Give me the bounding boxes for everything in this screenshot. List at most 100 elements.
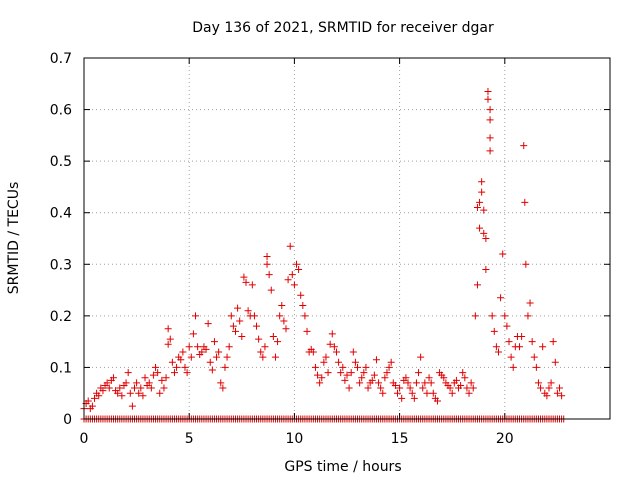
- data-point: [229, 322, 237, 330]
- data-point: [290, 281, 298, 289]
- data-point: [238, 332, 246, 340]
- data-point: [480, 229, 488, 237]
- data-point: [114, 389, 122, 397]
- data-point: [372, 356, 380, 364]
- data-point: [421, 379, 429, 387]
- data-point: [370, 371, 378, 379]
- data-point: [181, 363, 189, 371]
- data-point: [91, 394, 99, 402]
- data-point: [463, 384, 471, 392]
- data-points: [80, 88, 568, 423]
- data-point: [116, 384, 124, 392]
- data-point: [309, 348, 317, 356]
- data-point: [192, 312, 200, 320]
- data-point: [173, 363, 181, 371]
- data-point: [473, 204, 481, 212]
- data-point: [482, 265, 490, 273]
- data-point: [417, 353, 425, 361]
- y-tick-label: 0.2: [50, 309, 72, 325]
- data-point: [267, 286, 275, 294]
- data-point: [347, 369, 355, 377]
- data-point: [187, 353, 195, 361]
- data-point: [158, 376, 166, 384]
- data-point: [406, 384, 414, 392]
- data-point: [105, 384, 113, 392]
- data-point: [494, 348, 502, 356]
- data-point: [480, 206, 488, 214]
- y-tick-label: 0.1: [50, 360, 72, 376]
- data-point: [404, 379, 412, 387]
- data-point: [543, 392, 551, 400]
- data-point: [261, 343, 269, 351]
- data-point: [469, 384, 477, 392]
- data-point: [457, 381, 465, 389]
- data-point: [202, 345, 210, 353]
- data-point: [335, 358, 343, 366]
- data-point: [490, 327, 498, 335]
- data-point: [324, 369, 332, 377]
- data-point: [303, 327, 311, 335]
- data-point: [476, 198, 484, 206]
- data-point: [231, 327, 239, 335]
- data-point: [459, 369, 467, 377]
- data-point: [387, 358, 395, 366]
- data-point: [440, 374, 448, 382]
- data-point: [293, 260, 301, 268]
- data-point: [299, 302, 307, 310]
- y-tick-label: 0.4: [50, 206, 72, 222]
- data-point: [139, 392, 147, 400]
- data-point: [206, 358, 214, 366]
- y-axis-label: SRMTID / TECUs: [6, 182, 22, 295]
- data-point: [351, 358, 359, 366]
- data-point: [126, 389, 134, 397]
- data-point: [415, 369, 423, 377]
- data-point: [280, 317, 288, 325]
- data-point: [156, 389, 164, 397]
- data-point: [179, 348, 187, 356]
- data-point: [168, 358, 176, 366]
- data-point: [526, 299, 534, 307]
- data-point: [505, 338, 513, 346]
- data-point: [332, 348, 340, 356]
- data-point: [189, 330, 197, 338]
- data-point: [221, 363, 229, 371]
- data-point: [522, 260, 530, 268]
- data-point: [360, 369, 368, 377]
- data-point: [482, 235, 490, 242]
- data-point: [423, 389, 431, 397]
- data-point: [240, 273, 248, 281]
- data-point: [461, 374, 469, 382]
- data-point: [147, 384, 155, 392]
- data-point: [166, 335, 174, 343]
- data-point: [486, 134, 494, 142]
- data-point: [164, 340, 172, 348]
- data-point: [242, 278, 250, 286]
- data-point: [118, 392, 126, 400]
- data-point: [539, 343, 547, 351]
- data-point: [194, 343, 202, 351]
- data-point: [103, 379, 111, 387]
- plot-frame: [83, 57, 611, 420]
- data-point: [383, 369, 391, 377]
- x-tick-label: 15: [391, 431, 409, 447]
- data-point: [149, 371, 157, 379]
- data-point: [452, 376, 460, 384]
- data-point: [501, 312, 509, 320]
- data-point: [208, 366, 216, 374]
- data-point: [492, 343, 500, 351]
- data-point: [427, 379, 435, 387]
- data-point: [393, 389, 401, 397]
- data-point: [99, 387, 107, 395]
- data-point: [227, 312, 235, 320]
- data-point: [320, 358, 328, 366]
- data-point: [84, 397, 92, 405]
- grid-lines: [84, 58, 610, 419]
- y-tick-label: 0.6: [50, 103, 72, 119]
- data-point: [301, 312, 309, 320]
- data-point: [484, 95, 492, 103]
- data-point: [341, 376, 349, 384]
- data-point: [316, 379, 324, 387]
- data-point: [135, 389, 143, 397]
- data-point: [448, 389, 456, 397]
- data-point: [257, 348, 265, 356]
